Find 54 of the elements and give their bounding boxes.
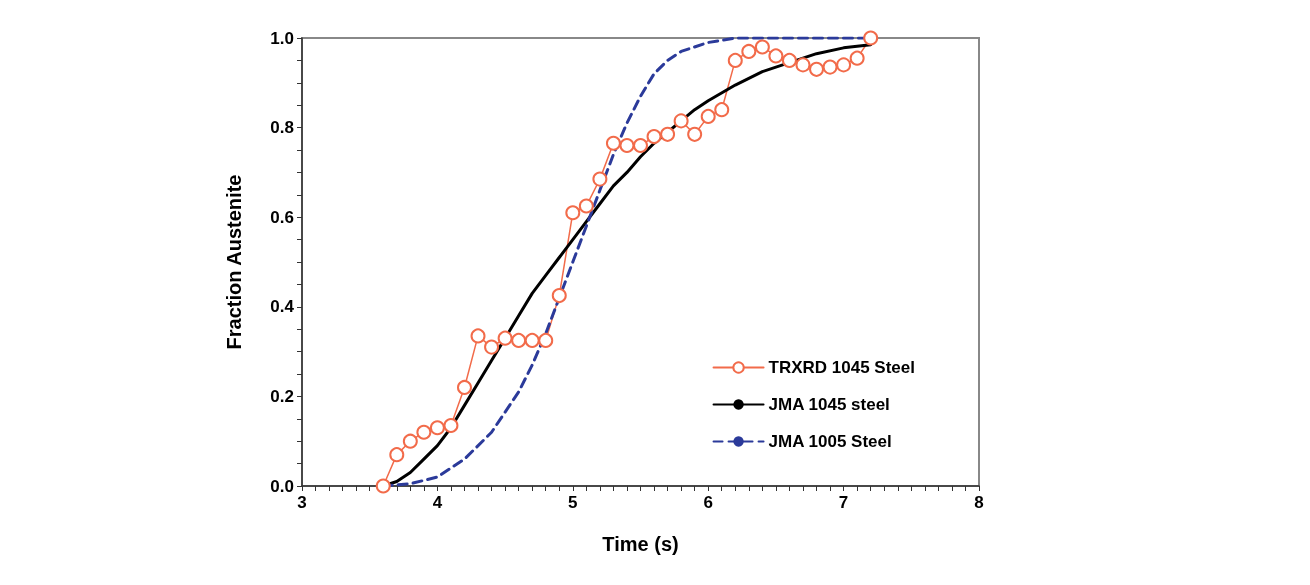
point	[429, 420, 445, 436]
y-tick-label: 0.4	[270, 297, 295, 317]
legend-label: JMA 1005 Steel	[768, 432, 892, 451]
point	[795, 57, 811, 73]
y-tick-label: 0.8	[270, 118, 294, 138]
x-tick-label: 4	[432, 493, 443, 512]
point	[822, 59, 838, 75]
point	[402, 433, 418, 449]
y-axis-title: Fraction Austenite	[223, 174, 245, 350]
legend-label: JMA 1045 steel	[768, 395, 890, 414]
point	[633, 138, 648, 154]
point	[619, 138, 635, 154]
point	[565, 205, 581, 221]
y-tick-label: 0.0	[270, 476, 294, 496]
point	[809, 61, 825, 77]
point	[741, 43, 757, 59]
point	[849, 50, 865, 66]
point	[456, 379, 472, 395]
point	[863, 30, 879, 46]
x-tick-label: 7	[838, 493, 849, 512]
x-axis-title: Time (s)	[602, 533, 679, 555]
point	[646, 129, 662, 145]
point	[660, 126, 676, 142]
point	[470, 328, 486, 344]
point	[673, 113, 689, 129]
point	[687, 126, 703, 142]
point	[551, 288, 567, 304]
point	[416, 424, 432, 440]
x-tick-label: 6	[703, 493, 713, 512]
point	[714, 102, 730, 118]
point	[592, 171, 608, 187]
point	[497, 330, 513, 346]
y-tick-label: 0.6	[270, 207, 294, 227]
point	[538, 332, 554, 348]
legend-label: TRXRD 1045 Steel	[768, 358, 915, 377]
x-tick-label: 8	[974, 493, 984, 512]
x-tick-label: 3	[297, 493, 307, 512]
point	[727, 52, 743, 68]
point	[389, 447, 405, 463]
y-tick-label: 0.2	[270, 386, 294, 406]
point	[605, 135, 621, 151]
point	[375, 478, 391, 494]
point	[768, 48, 784, 64]
point	[781, 52, 797, 68]
point	[836, 57, 852, 73]
point	[524, 332, 540, 348]
point	[700, 108, 716, 124]
point	[578, 198, 594, 214]
point	[484, 339, 500, 355]
x-tick-label: 5	[568, 493, 578, 512]
point	[511, 332, 527, 348]
point	[754, 39, 770, 55]
y-tick-label: 1.0	[270, 28, 294, 48]
point	[443, 418, 459, 434]
